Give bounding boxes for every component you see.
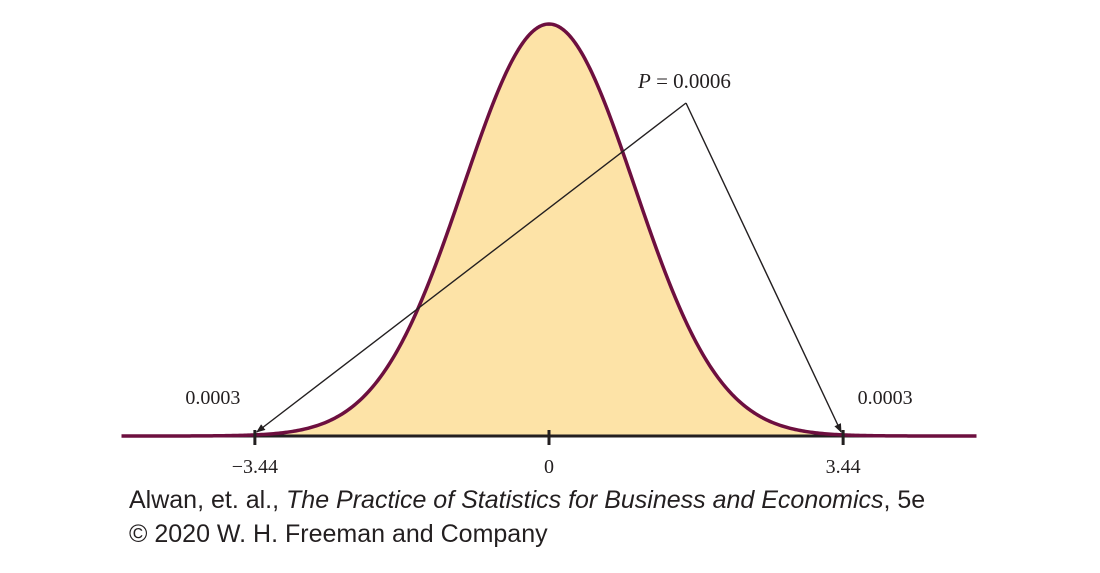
arrow-left bbox=[256, 102, 687, 433]
x-tick-label-1: 0 bbox=[544, 456, 554, 478]
credit-authors: Alwan, et. al., bbox=[129, 486, 287, 514]
credit-line-2: © 2020 W. H. Freeman and Company bbox=[129, 520, 548, 548]
density-curve bbox=[121, 22, 977, 438]
chart-labels: −3.44 0 3.44 0.0003 0.0003 P = 0.0006 bbox=[185, 69, 912, 478]
area-fill bbox=[121, 24, 977, 436]
tail-label-right: 0.0003 bbox=[858, 387, 913, 409]
tail-label-left: 0.0003 bbox=[185, 387, 240, 409]
p-value-annotation: P = 0.0006 bbox=[637, 69, 731, 93]
annotation-arrows bbox=[256, 102, 842, 433]
x-ticks bbox=[253, 430, 845, 445]
credit-book-title: The Practice of Statistics for Business … bbox=[286, 486, 884, 514]
x-tick-label-0: −3.44 bbox=[232, 456, 278, 478]
x-tick-label-2: 3.44 bbox=[826, 456, 861, 478]
credit-edition: , 5e bbox=[883, 486, 926, 514]
arrow-right bbox=[685, 102, 842, 433]
credit-line-1: Alwan, et. al., The Practice of Statisti… bbox=[129, 488, 925, 513]
p-symbol: P bbox=[637, 69, 651, 93]
p-value: = 0.0006 bbox=[651, 69, 731, 93]
